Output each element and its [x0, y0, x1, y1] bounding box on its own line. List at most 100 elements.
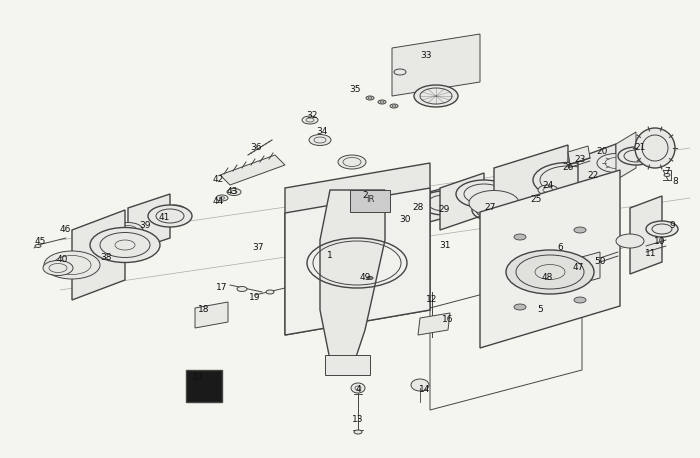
Polygon shape — [544, 270, 560, 295]
Ellipse shape — [302, 116, 318, 124]
Text: 5: 5 — [537, 305, 543, 315]
Text: 49: 49 — [359, 273, 371, 283]
Text: 41: 41 — [158, 213, 169, 223]
Text: 40: 40 — [56, 256, 68, 265]
Text: 7: 7 — [664, 167, 670, 175]
Ellipse shape — [635, 128, 675, 168]
Ellipse shape — [420, 191, 468, 215]
Ellipse shape — [414, 85, 458, 107]
Polygon shape — [195, 302, 228, 328]
Bar — [186, 370, 222, 402]
Text: 46: 46 — [60, 225, 71, 234]
Text: 17: 17 — [216, 284, 228, 293]
Polygon shape — [220, 155, 285, 185]
Text: 10: 10 — [654, 238, 666, 246]
Ellipse shape — [616, 234, 644, 248]
Ellipse shape — [533, 163, 603, 197]
Text: 42: 42 — [212, 175, 223, 185]
Ellipse shape — [646, 221, 678, 237]
Ellipse shape — [538, 185, 558, 195]
Text: IR: IR — [366, 196, 375, 205]
Text: 37: 37 — [252, 244, 264, 252]
Polygon shape — [418, 313, 450, 335]
Ellipse shape — [367, 277, 373, 279]
Ellipse shape — [389, 219, 411, 230]
Polygon shape — [285, 188, 430, 335]
Text: 2: 2 — [362, 191, 368, 200]
Ellipse shape — [354, 430, 362, 434]
Ellipse shape — [574, 297, 586, 303]
Ellipse shape — [597, 153, 635, 173]
Text: 31: 31 — [440, 240, 451, 250]
Polygon shape — [480, 170, 620, 348]
Ellipse shape — [469, 191, 519, 216]
Ellipse shape — [506, 250, 594, 294]
Text: 26: 26 — [562, 164, 574, 173]
Text: 28: 28 — [412, 203, 423, 213]
Text: 11: 11 — [645, 250, 657, 258]
Text: 22: 22 — [587, 170, 598, 180]
Ellipse shape — [90, 228, 160, 262]
Ellipse shape — [43, 261, 73, 276]
Text: 47: 47 — [573, 263, 584, 273]
Ellipse shape — [514, 234, 526, 240]
Ellipse shape — [44, 251, 100, 279]
Ellipse shape — [411, 379, 429, 391]
Text: 14: 14 — [419, 386, 430, 394]
Polygon shape — [400, 188, 444, 230]
Ellipse shape — [148, 205, 192, 227]
Polygon shape — [392, 34, 480, 96]
Text: 29: 29 — [438, 206, 449, 214]
Polygon shape — [128, 194, 170, 252]
Polygon shape — [568, 146, 590, 164]
Ellipse shape — [35, 245, 41, 247]
Ellipse shape — [366, 96, 374, 100]
Text: 16: 16 — [442, 316, 454, 325]
Text: 27: 27 — [484, 203, 496, 213]
Text: 33: 33 — [420, 50, 432, 60]
Text: 25: 25 — [531, 196, 542, 205]
Text: 30: 30 — [399, 216, 411, 224]
Ellipse shape — [514, 304, 526, 310]
Bar — [350, 190, 390, 212]
Polygon shape — [630, 196, 662, 274]
Ellipse shape — [338, 155, 366, 169]
Text: 50: 50 — [594, 257, 606, 267]
Text: 18: 18 — [198, 305, 210, 315]
Polygon shape — [578, 252, 600, 284]
Text: 51: 51 — [193, 374, 204, 382]
Polygon shape — [325, 355, 370, 375]
Text: 48: 48 — [541, 273, 553, 283]
Text: 19: 19 — [249, 294, 260, 302]
Text: 21: 21 — [634, 143, 645, 153]
Ellipse shape — [664, 174, 670, 176]
Text: 4: 4 — [355, 386, 360, 394]
Text: 20: 20 — [596, 147, 608, 157]
Polygon shape — [72, 210, 125, 300]
Polygon shape — [494, 145, 568, 238]
Polygon shape — [285, 163, 430, 335]
Ellipse shape — [237, 287, 247, 291]
Text: 34: 34 — [316, 127, 328, 136]
Ellipse shape — [394, 69, 406, 75]
Text: 43: 43 — [226, 187, 238, 196]
Text: 8: 8 — [672, 178, 678, 186]
Ellipse shape — [456, 180, 512, 208]
Ellipse shape — [351, 383, 365, 393]
Text: 35: 35 — [349, 86, 360, 94]
Polygon shape — [578, 144, 616, 196]
Text: 38: 38 — [100, 253, 112, 262]
Polygon shape — [616, 132, 636, 180]
Text: 1: 1 — [327, 251, 333, 260]
Ellipse shape — [161, 205, 189, 225]
Polygon shape — [440, 173, 484, 230]
Text: 12: 12 — [426, 295, 438, 305]
Text: 36: 36 — [251, 143, 262, 153]
Ellipse shape — [309, 135, 331, 146]
Text: 39: 39 — [139, 220, 150, 229]
Text: 32: 32 — [307, 110, 318, 120]
Text: 13: 13 — [352, 415, 364, 425]
Ellipse shape — [113, 223, 143, 238]
Text: 6: 6 — [557, 244, 563, 252]
Text: 44: 44 — [212, 197, 223, 207]
